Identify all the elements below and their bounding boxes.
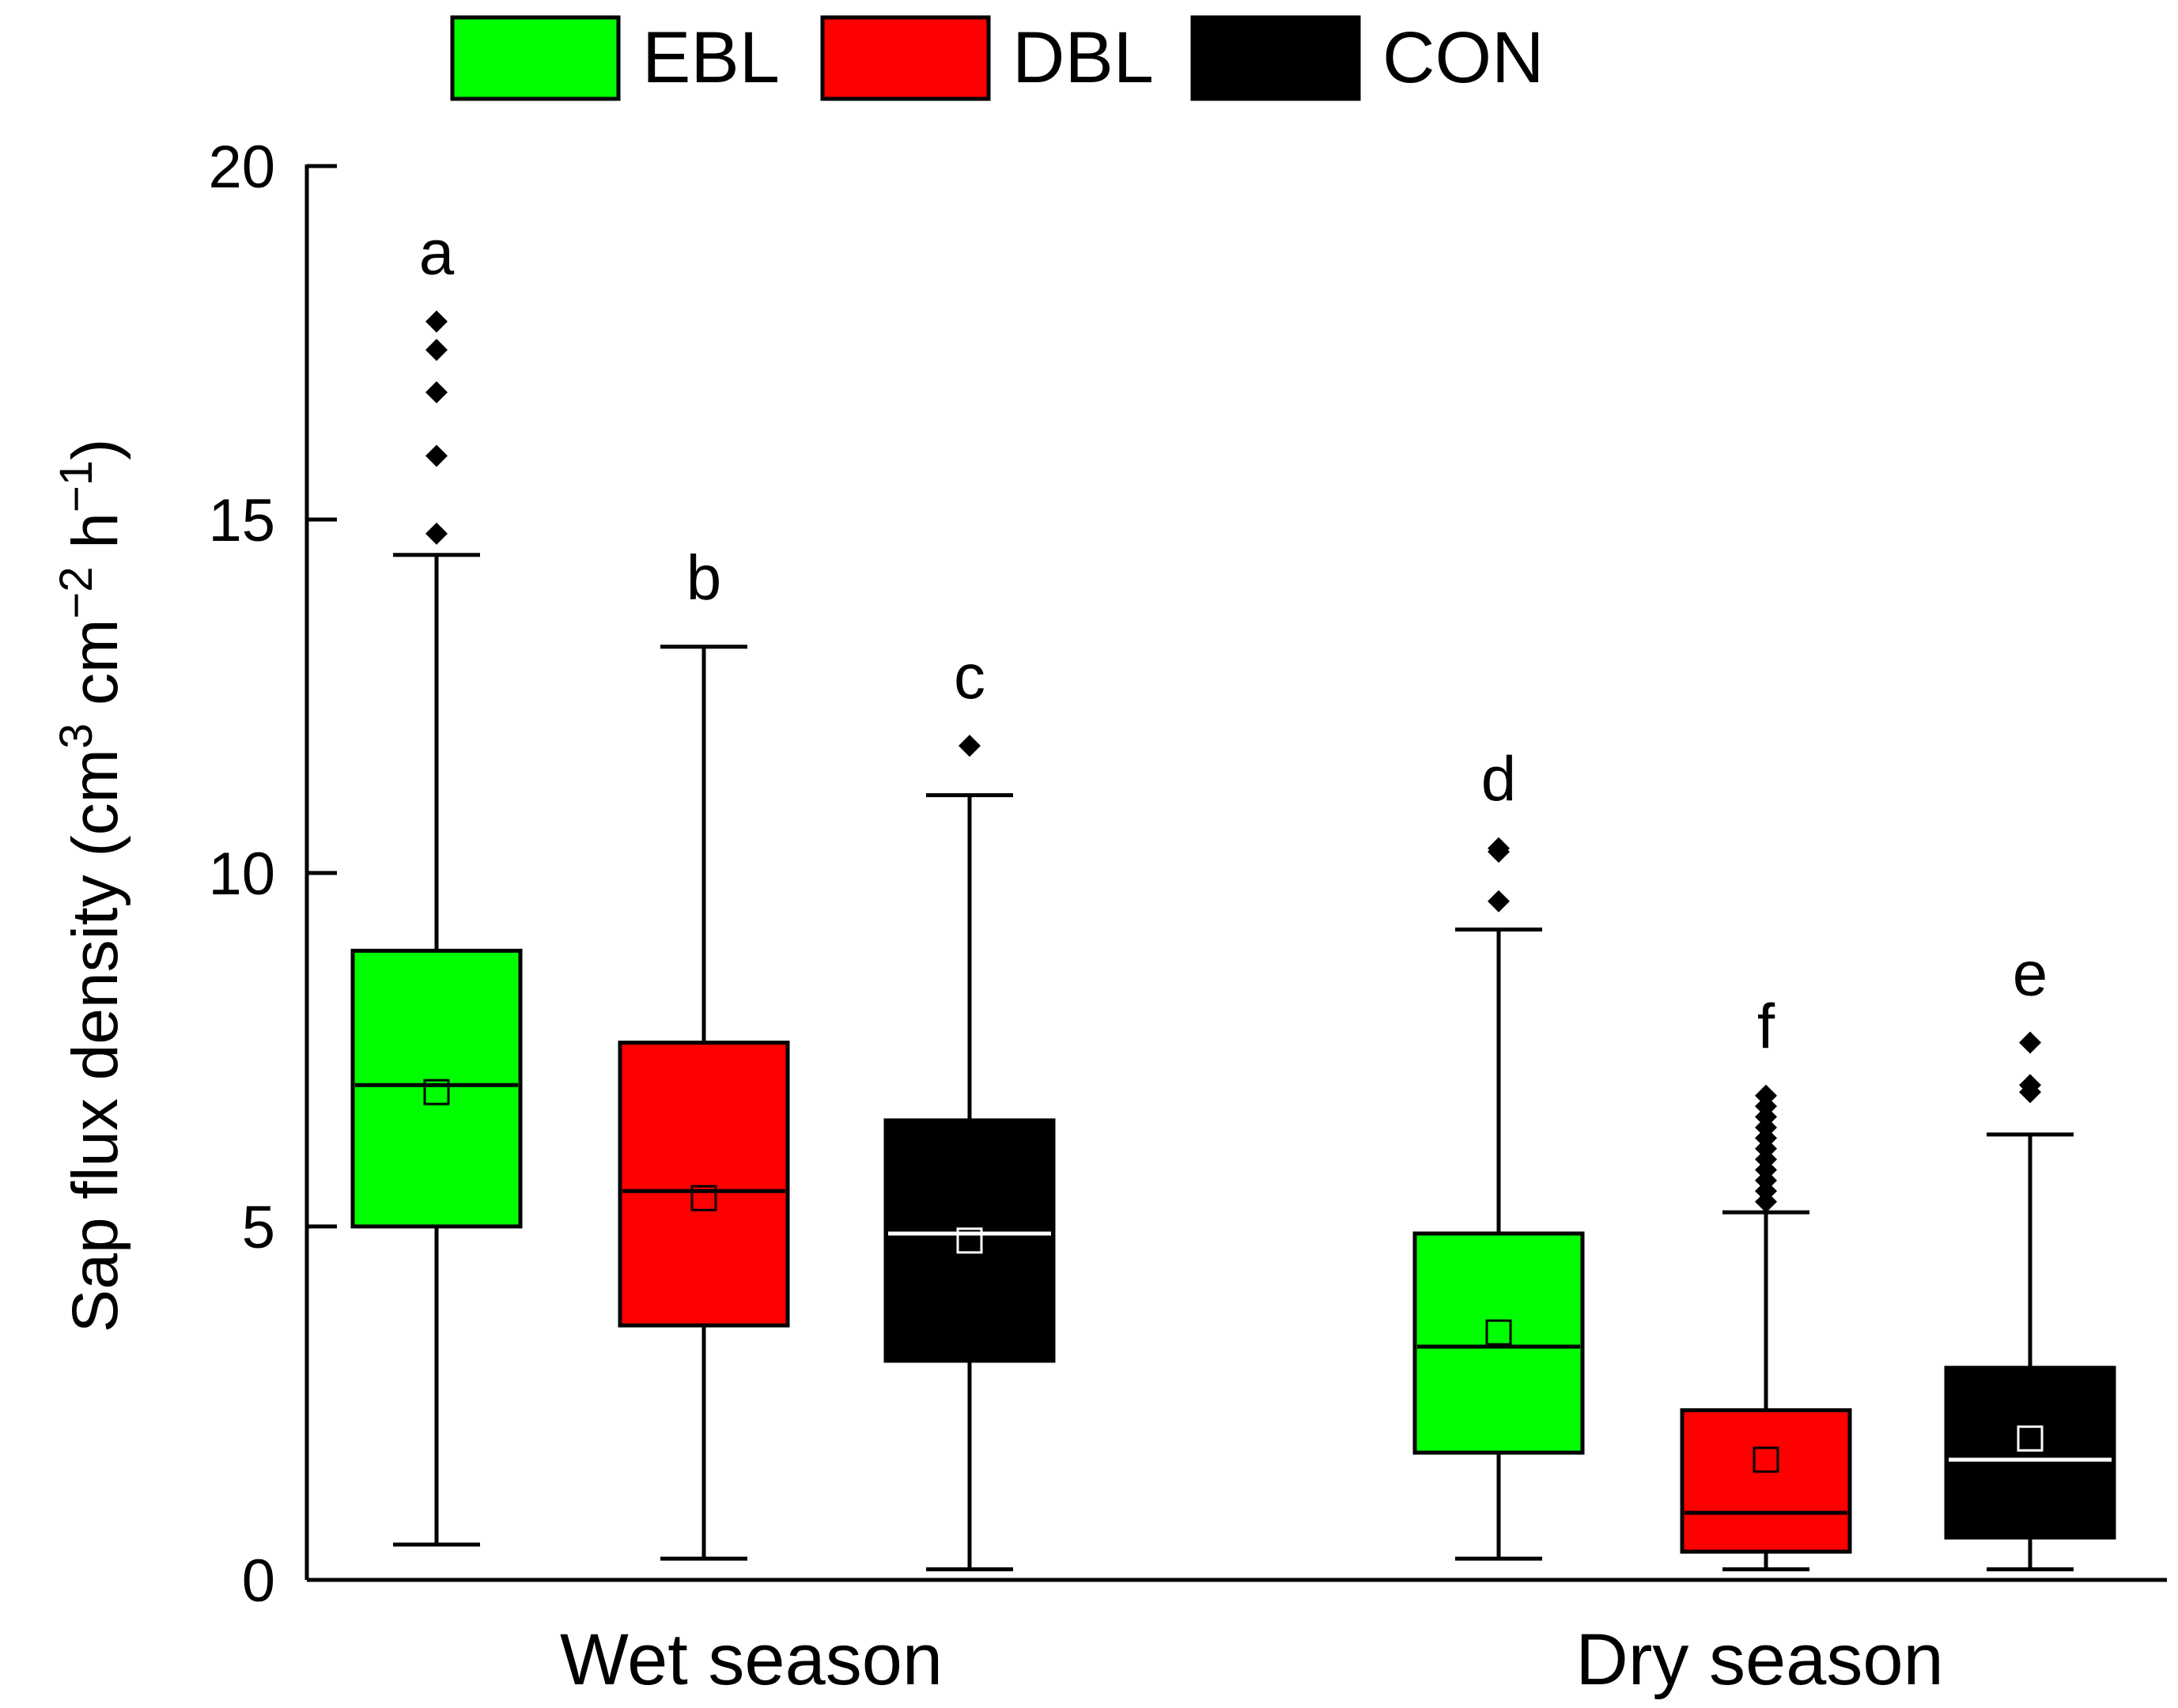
significance-letter: f xyxy=(1757,992,1775,1062)
x-group-label: Dry season xyxy=(1575,1619,1943,1700)
outlier-point xyxy=(2019,1031,2041,1054)
outlier-point xyxy=(425,522,448,545)
legend-swatch xyxy=(1190,15,1361,101)
y-axis-title-mid-2: h xyxy=(59,512,131,566)
iqr-box xyxy=(618,1041,790,1328)
y-axis-title: Sap flux density (cm3 cm−2 h−1) xyxy=(51,439,132,1333)
mean-marker xyxy=(1753,1446,1779,1473)
outlier-point xyxy=(425,338,448,361)
iqr-box xyxy=(1944,1366,2116,1540)
iqr-box xyxy=(1680,1408,1852,1554)
mean-marker xyxy=(690,1185,717,1211)
significance-letter: c xyxy=(954,641,985,712)
outlier-point xyxy=(959,735,981,758)
mean-marker xyxy=(956,1227,983,1254)
y-tick-label: 0 xyxy=(242,1547,275,1615)
box-dry-season-con: e xyxy=(1944,939,2116,1572)
box-dry-season-ebl: d xyxy=(1412,744,1585,1561)
significance-letter: a xyxy=(419,217,455,288)
outlier-point xyxy=(1488,837,1510,860)
y-axis-title-sup-3: −1 xyxy=(51,460,102,512)
mean-marker xyxy=(2017,1425,2044,1452)
box-wet-season-ebl: a xyxy=(350,217,523,1547)
iqr-box xyxy=(350,948,523,1229)
significance-letter: d xyxy=(1481,744,1517,814)
significance-letter: e xyxy=(2013,939,2048,1009)
y-axis-title-main: Sap flux density (cm xyxy=(59,749,131,1332)
legend-swatch xyxy=(450,15,621,101)
axes: 0 5 10 15 20 Wet season Dry season xyxy=(208,134,2167,1700)
iqr-box xyxy=(883,1118,1056,1363)
outlier-point xyxy=(425,444,448,467)
mean-marker xyxy=(423,1079,450,1105)
iqr-box xyxy=(1412,1231,1585,1455)
legend-label: DBL xyxy=(1012,17,1154,98)
y-axis-title-sup-1: 3 xyxy=(51,724,102,749)
x-group-label: Wet season xyxy=(560,1619,943,1700)
y-tick-label: 5 xyxy=(242,1194,275,1261)
legend-swatch xyxy=(820,15,991,101)
boxes: a b c d f e xyxy=(350,217,2116,1572)
legend-label: CON xyxy=(1382,17,1544,98)
box-wet-season-dbl: b xyxy=(618,542,790,1561)
box-dry-season-dbl: f xyxy=(1680,992,1852,1572)
legend-label: EBL xyxy=(642,17,780,98)
outlier-point xyxy=(1755,1084,1777,1107)
y-tick-label: 20 xyxy=(208,134,275,201)
outlier-point xyxy=(425,310,448,333)
y-axis-title-sup-2: −2 xyxy=(51,567,102,619)
legend: EBL DBL CON xyxy=(450,15,1544,101)
mean-marker xyxy=(1485,1319,1512,1346)
y-tick-label: 10 xyxy=(208,841,275,908)
y-tick-label: 15 xyxy=(208,487,275,554)
outlier-point xyxy=(425,381,448,404)
outlier-point xyxy=(2019,1074,2041,1097)
y-axis-title-mid-1: cm xyxy=(59,619,131,724)
outlier-point xyxy=(1488,890,1510,913)
significance-letter: b xyxy=(686,542,722,613)
box-wet-season-con: c xyxy=(883,641,1056,1572)
y-axis-title-end: ) xyxy=(59,439,131,460)
